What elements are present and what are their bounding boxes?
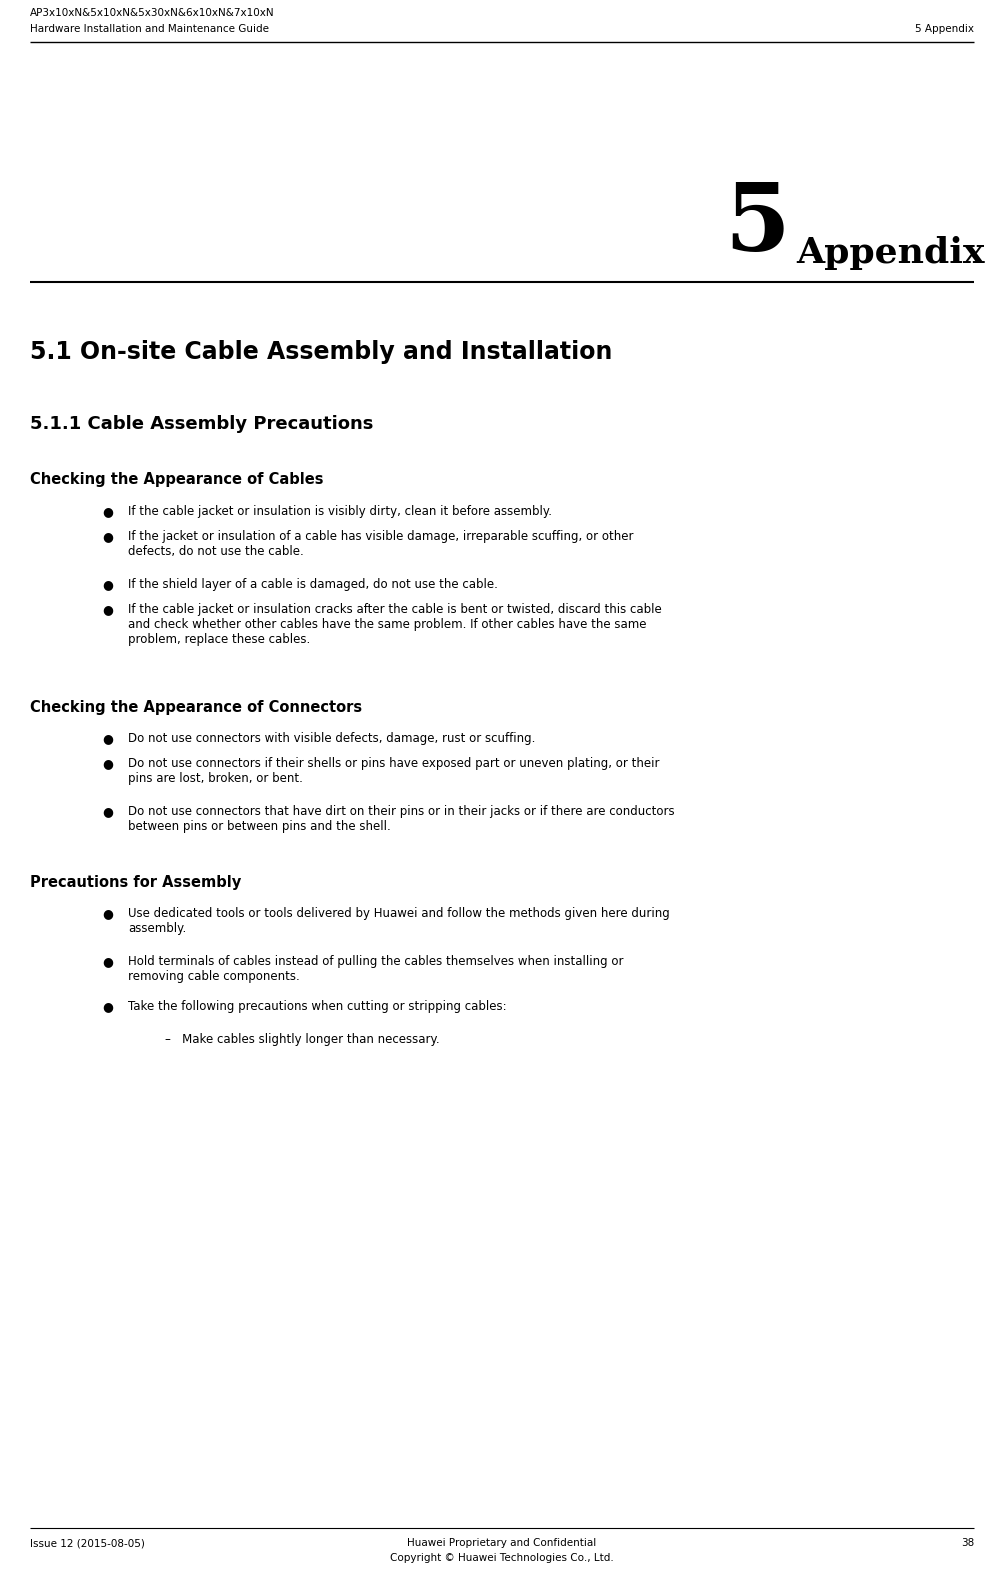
Text: Do not use connectors that have dirt on their pins or in their jacks or if there: Do not use connectors that have dirt on … (127, 805, 674, 834)
Text: If the jacket or insulation of a cable has visible damage, irreparable scuffing,: If the jacket or insulation of a cable h… (127, 531, 633, 557)
Text: Issue 12 (2015-08-05): Issue 12 (2015-08-05) (30, 1539, 144, 1548)
Text: Do not use connectors with visible defects, damage, rust or scuffing.: Do not use connectors with visible defec… (127, 732, 535, 746)
Text: AP3x10xN&5x10xN&5x30xN&6x10xN&7x10xN: AP3x10xN&5x10xN&5x30xN&6x10xN&7x10xN (30, 8, 275, 17)
Text: 5 Appendix: 5 Appendix (914, 24, 973, 35)
Text: Appendix: Appendix (795, 236, 984, 270)
Text: If the cable jacket or insulation is visibly dirty, clean it before assembly.: If the cable jacket or insulation is vis… (127, 506, 552, 518)
Text: ●: ● (102, 531, 113, 543)
Text: Do not use connectors if their shells or pins have exposed part or uneven platin: Do not use connectors if their shells or… (127, 757, 659, 785)
Text: Copyright © Huawei Technologies Co., Ltd.: Copyright © Huawei Technologies Co., Ltd… (390, 1553, 613, 1564)
Text: 38: 38 (960, 1539, 973, 1548)
Text: ●: ● (102, 805, 113, 818)
Text: Use dedicated tools or tools delivered by Huawei and follow the methods given he: Use dedicated tools or tools delivered b… (127, 907, 669, 936)
Text: 5.1 On-site Cable Assembly and Installation: 5.1 On-site Cable Assembly and Installat… (30, 341, 612, 364)
Text: ●: ● (102, 732, 113, 746)
Text: Hold terminals of cables instead of pulling the cables themselves when installin: Hold terminals of cables instead of pull… (127, 955, 623, 983)
Text: Take the following precautions when cutting or stripping cables:: Take the following precautions when cutt… (127, 1000, 507, 1013)
Text: ●: ● (102, 1000, 113, 1013)
Text: Huawei Proprietary and Confidential: Huawei Proprietary and Confidential (407, 1539, 596, 1548)
Text: –   Make cables slightly longer than necessary.: – Make cables slightly longer than neces… (164, 1033, 439, 1046)
Text: 5: 5 (723, 181, 789, 270)
Text: ●: ● (102, 757, 113, 769)
Text: ●: ● (102, 578, 113, 590)
Text: ●: ● (102, 506, 113, 518)
Text: Hardware Installation and Maintenance Guide: Hardware Installation and Maintenance Gu… (30, 24, 269, 35)
Text: If the cable jacket or insulation cracks after the cable is bent or twisted, dis: If the cable jacket or insulation cracks… (127, 603, 661, 645)
Text: Precautions for Assembly: Precautions for Assembly (30, 874, 241, 890)
Text: ●: ● (102, 955, 113, 969)
Text: ●: ● (102, 603, 113, 615)
Text: If the shield layer of a cable is damaged, do not use the cable.: If the shield layer of a cable is damage… (127, 578, 497, 590)
Text: Checking the Appearance of Connectors: Checking the Appearance of Connectors (30, 700, 362, 714)
Text: Checking the Appearance of Cables: Checking the Appearance of Cables (30, 473, 323, 487)
Text: ●: ● (102, 907, 113, 920)
Text: 5.1.1 Cable Assembly Precautions: 5.1.1 Cable Assembly Precautions (30, 414, 373, 433)
